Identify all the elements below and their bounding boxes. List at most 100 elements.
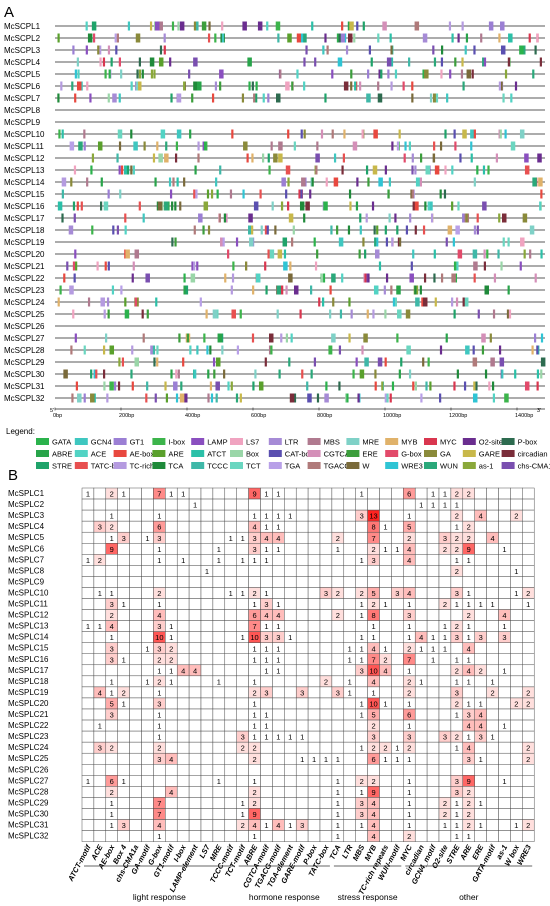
heatmap-cell-value: 2 bbox=[371, 722, 375, 731]
heatmap-cell-value: 1 bbox=[431, 644, 435, 653]
heatmap-cell-value: 2 bbox=[467, 799, 471, 808]
cis-element-mark bbox=[301, 369, 304, 379]
heatmap-cell bbox=[200, 808, 214, 820]
heatmap-cell bbox=[450, 609, 464, 621]
cis-element-mark bbox=[499, 129, 502, 139]
heatmap-cell bbox=[391, 819, 404, 831]
heatmap-cell bbox=[438, 609, 452, 621]
heatmap-cell bbox=[129, 819, 142, 831]
heatmap-cell bbox=[224, 565, 237, 577]
heatmap-cell bbox=[391, 708, 404, 721]
cis-element-mark bbox=[117, 381, 121, 391]
cis-element-mark bbox=[406, 345, 411, 355]
cis-element-mark bbox=[346, 393, 349, 403]
heatmap-cell bbox=[117, 741, 130, 754]
cis-element-mark bbox=[539, 57, 542, 67]
cis-element-mark bbox=[194, 369, 197, 379]
heatmap-cell bbox=[117, 554, 130, 566]
cis-element-mark bbox=[93, 369, 96, 379]
cis-element-mark bbox=[180, 381, 183, 391]
cis-element-mark bbox=[282, 237, 288, 247]
cis-element-mark bbox=[374, 237, 377, 247]
heatmap-cell-value: 2 bbox=[514, 512, 518, 521]
heatmap-cell bbox=[414, 786, 428, 798]
cis-element-mark bbox=[329, 285, 332, 295]
heatmap-cell-value: 1 bbox=[157, 666, 161, 675]
heatmap-cell bbox=[105, 554, 118, 566]
heatmap-cell-value: 1 bbox=[157, 545, 161, 554]
heatmap-cell-value: 1 bbox=[252, 733, 256, 742]
heatmap-cell bbox=[486, 487, 499, 500]
cis-element-mark bbox=[310, 369, 313, 379]
cis-element-mark bbox=[176, 93, 182, 103]
cis-element-mark bbox=[384, 309, 387, 319]
heatmap-cell bbox=[165, 741, 178, 754]
heatmap-row-label: McSPLC31 bbox=[8, 821, 49, 830]
heatmap-cell bbox=[295, 509, 309, 522]
cis-element-mark bbox=[440, 57, 444, 67]
cis-element-mark bbox=[285, 165, 291, 175]
heatmap-cell-value: 3 bbox=[360, 799, 364, 808]
cis-element-mark bbox=[127, 165, 130, 175]
cis-element-mark bbox=[433, 141, 436, 151]
heatmap-cell bbox=[165, 509, 178, 522]
cis-element-mark bbox=[306, 381, 309, 391]
heatmap-cell bbox=[224, 664, 237, 677]
heatmap-cell-value: 1 bbox=[455, 711, 459, 720]
heatmap-cell-value: 1 bbox=[455, 655, 459, 664]
heatmap-cell bbox=[176, 786, 190, 798]
heatmap-cell-value: 3 bbox=[157, 700, 161, 709]
heatmap-cell bbox=[438, 554, 452, 566]
heatmap-cell bbox=[141, 565, 154, 577]
heatmap-row-label: McSPLC2 bbox=[8, 500, 45, 509]
heatmap-cell bbox=[522, 509, 535, 522]
cis-element-mark bbox=[408, 141, 411, 151]
cis-element-mark bbox=[190, 273, 196, 283]
heatmap-cell bbox=[236, 609, 249, 621]
cis-element-mark bbox=[220, 237, 225, 247]
cis-element-mark bbox=[222, 237, 225, 247]
heatmap-cell bbox=[188, 520, 202, 533]
legend-label: TCT bbox=[246, 462, 261, 471]
heatmap-cell bbox=[367, 764, 380, 776]
heatmap-cell bbox=[188, 587, 202, 599]
cis-element-mark bbox=[463, 297, 469, 307]
heatmap-cell-value: 1 bbox=[98, 622, 102, 631]
gene-label: McSCPL11 bbox=[4, 142, 44, 151]
cis-element-mark bbox=[179, 21, 185, 31]
heatmap-cell bbox=[426, 708, 440, 721]
cis-element-mark bbox=[453, 309, 456, 319]
cis-element-mark bbox=[112, 225, 115, 235]
heatmap-cell bbox=[129, 775, 142, 787]
legend-swatch bbox=[307, 438, 321, 445]
heatmap-cell bbox=[319, 576, 333, 588]
cis-element-mark bbox=[433, 273, 436, 283]
heatmap-cell bbox=[438, 719, 452, 732]
heatmap-cell-value: 3 bbox=[360, 810, 364, 819]
heatmap-cell bbox=[295, 664, 309, 677]
cis-element-mark bbox=[324, 93, 327, 103]
heatmap-cell bbox=[153, 786, 166, 798]
heatmap-cell-value: 1 bbox=[514, 567, 518, 576]
heatmap-cell bbox=[426, 797, 440, 809]
heatmap-cell-value: 1 bbox=[122, 700, 126, 709]
heatmap-cell bbox=[307, 498, 321, 511]
cis-element-mark bbox=[69, 285, 74, 295]
axis-tick-label: 0bp bbox=[53, 413, 62, 419]
cis-element-mark bbox=[303, 213, 306, 223]
cis-element-mark bbox=[377, 81, 380, 91]
cis-element-mark bbox=[90, 369, 93, 379]
heatmap-cell bbox=[176, 730, 190, 743]
cis-element-mark bbox=[175, 369, 178, 379]
gene-label: McSCPL17 bbox=[4, 214, 45, 223]
heatmap-cell bbox=[236, 686, 249, 699]
cis-element-mark bbox=[230, 285, 233, 295]
heatmap-cell bbox=[486, 664, 499, 677]
cis-element-mark bbox=[221, 345, 224, 355]
cis-element-mark bbox=[300, 189, 303, 199]
cis-element-mark bbox=[385, 237, 389, 247]
heatmap-cell bbox=[414, 531, 428, 544]
heatmap-cell bbox=[426, 587, 440, 599]
cis-element-mark bbox=[534, 45, 537, 55]
heatmap-cell-value: 10 bbox=[369, 700, 377, 709]
